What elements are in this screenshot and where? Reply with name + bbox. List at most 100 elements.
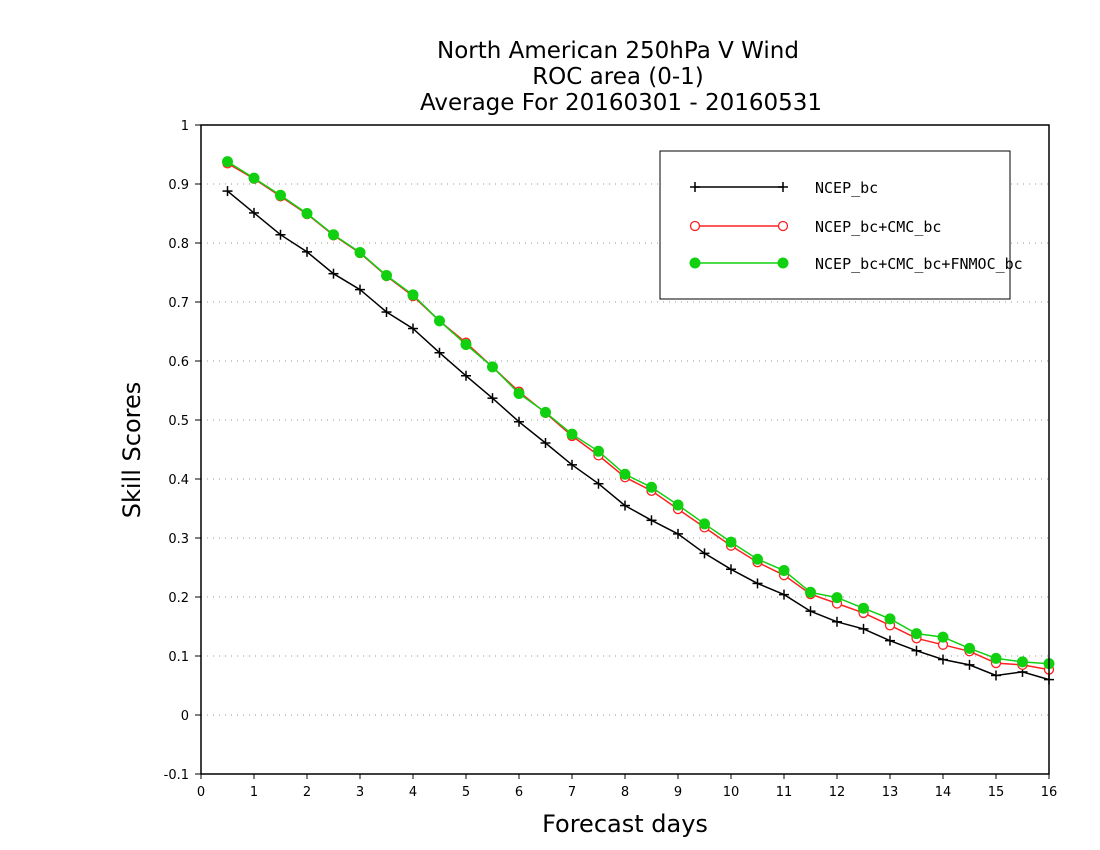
data-point-ncep-bc-cmc-bc-fnmoc-bc: [858, 602, 869, 614]
x-tick-label: 14: [935, 785, 952, 800]
series-line-ncep-bc: [227, 190, 1050, 681]
data-point-ncep-bc-cmc-bc-fnmoc-bc: [646, 481, 657, 493]
data-point-ncep-bc-cmc-bc-fnmoc-bc: [1017, 656, 1028, 668]
legend-swatch-ncep-bc: [690, 182, 788, 192]
data-point-ncep-bc-cmc-bc-fnmoc-bc: [487, 361, 498, 373]
data-point-ncep-bc: [381, 307, 392, 318]
data-point-ncep-bc-cmc-bc-fnmoc-bc: [301, 208, 313, 219]
legend-label-ncep-bc-cmc-bc-fnmoc-bc: NCEP_bc+CMC_bc+FNMOC_bc: [815, 255, 1023, 273]
data-point-ncep-bc: [646, 515, 657, 526]
data-point-ncep-bc: [514, 416, 524, 427]
data-point-ncep-bc: [249, 207, 259, 218]
data-point-ncep-bc: [752, 578, 763, 589]
data-point-ncep-bc: [302, 246, 312, 257]
y-tick-label: 0.7: [168, 296, 189, 311]
legend-item-ncep-bc-cmc-bc: NCEP_bc+CMC_bc: [815, 218, 941, 236]
data-point-ncep-bc: [858, 623, 869, 634]
data-point-ncep-bc: [593, 478, 604, 489]
x-tick-label: 2: [303, 785, 311, 800]
data-point-ncep-bc: [222, 186, 233, 197]
data-point-ncep-bc-cmc-bc-fnmoc-bc: [381, 269, 392, 281]
data-point-ncep-bc-cmc-bc-fnmoc-bc: [460, 338, 472, 350]
data-point-ncep-bc-cmc-bc-fnmoc-bc: [937, 631, 949, 643]
legend-marker: [690, 182, 700, 192]
y-tick-label: 0.1: [168, 650, 189, 665]
y-tick-label: 0.5: [168, 414, 189, 429]
y-tick-label: 0.2: [168, 591, 189, 606]
data-point-ncep-bc: [328, 268, 339, 279]
data-point-ncep-bc-cmc-bc-fnmoc-bc: [434, 315, 445, 327]
x-tick-label: 6: [515, 785, 523, 800]
data-point-ncep-bc-cmc-bc-fnmoc-bc: [407, 289, 419, 301]
data-point-ncep-bc: [540, 438, 551, 449]
data-point-ncep-bc-cmc-bc-fnmoc-bc: [990, 652, 1002, 664]
data-point-ncep-bc: [673, 528, 683, 539]
data-point-ncep-bc-cmc-bc-fnmoc-bc: [884, 613, 896, 625]
legend-swatch-ncep-bc-cmc-bc: [689, 220, 789, 232]
x-axis-ticks: 0 1 2 3 4 5 6 7 8 9 10 11 12 13 14 15 16: [197, 774, 1057, 800]
y-tick-label: 0.6: [168, 355, 189, 370]
legend-marker: [778, 182, 788, 192]
chart-title: North American 250hPa V Wind ROC area (0…: [420, 38, 822, 116]
data-point-ncep-bc-cmc-bc-fnmoc-bc: [725, 536, 737, 548]
x-tick-label: 16: [1041, 785, 1058, 800]
y-tick-label: 1: [181, 119, 189, 134]
x-tick-label: 13: [882, 785, 899, 800]
plot-frame: [200, 124, 1050, 775]
x-tick-label: 4: [409, 785, 417, 800]
legend-box: [659, 150, 1011, 300]
y-axis-ticks: -0.1 0 0.1 0.2 0.3 0.4 0.5 0.6 0.7 0.8 0.9 1: [164, 119, 201, 783]
x-axis-label: Forecast days: [542, 810, 708, 838]
x-tick-label: 10: [723, 785, 740, 800]
data-point-ncep-bc-cmc-bc-fnmoc-bc: [911, 628, 922, 640]
data-point-ncep-bc-cmc-bc-fnmoc-bc: [964, 642, 975, 654]
data-point-ncep-bc-cmc-bc-fnmoc-bc: [275, 189, 286, 201]
y-tick-label: 0.4: [168, 473, 189, 488]
data-point-ncep-bc: [779, 589, 789, 600]
y-tick-label: 0.9: [168, 178, 189, 193]
data-point-ncep-bc-cmc-bc-fnmoc-bc: [354, 246, 366, 258]
legend-swatch-ncep-bc-cmc-bc-fnmoc-bc: [689, 257, 789, 269]
data-point-ncep-bc-cmc-bc-fnmoc-bc: [672, 499, 684, 511]
data-point-ncep-bc: [434, 347, 445, 358]
data-point-ncep-bc: [991, 670, 1001, 681]
y-axis-label: Skill Scores: [118, 382, 146, 519]
legend: NCEP_bc NCEP_bc+CMC_bc NCEP_bc+CMC_bc+FN…: [659, 150, 1023, 300]
data-point-ncep-bc-cmc-bc-fnmoc-bc: [222, 156, 233, 168]
data-point-ncep-bc: [885, 635, 895, 646]
data-point-ncep-bc: [699, 548, 710, 559]
x-tick-label: 1: [250, 785, 258, 800]
data-point-ncep-bc: [832, 616, 842, 627]
legend-item-ncep-bc-cmc-bc-fnmoc-bc: NCEP_bc+CMC_bc+FNMOC_bc: [815, 255, 1023, 273]
chart-title-line-2: ROC area (0-1): [532, 64, 704, 90]
y-tick-label: 0: [181, 709, 189, 724]
data-point-ncep-bc-cmc-bc-fnmoc-bc: [805, 586, 816, 598]
x-tick-label: 5: [462, 785, 470, 800]
data-point-ncep-bc: [461, 370, 471, 381]
data-point-ncep-bc: [355, 284, 365, 295]
x-tick-label: 15: [988, 785, 1005, 800]
legend-marker: [777, 257, 789, 269]
data-point-ncep-bc: [805, 606, 816, 617]
data-point-ncep-bc-cmc-bc-fnmoc-bc: [752, 553, 763, 565]
x-tick-label: 9: [674, 785, 682, 800]
series-ncep-bc: [222, 186, 1054, 685]
legend-label-ncep-bc: NCEP_bc: [815, 179, 878, 197]
data-point-ncep-bc: [275, 229, 286, 240]
data-point-ncep-bc: [911, 645, 922, 656]
chart-title-line-1: North American 250hPa V Wind: [437, 38, 799, 64]
data-point-ncep-bc-cmc-bc-fnmoc-bc: [248, 172, 260, 184]
data-point-ncep-bc-cmc-bc-fnmoc-bc: [566, 428, 578, 440]
data-point-ncep-bc-cmc-bc-fnmoc-bc: [540, 406, 551, 418]
x-tick-label: 7: [568, 785, 576, 800]
legend-marker: [777, 220, 789, 232]
legend-marker: [689, 220, 701, 232]
y-tick-label: 0.8: [168, 237, 189, 252]
data-point-ncep-bc-cmc-bc-fnmoc-bc: [699, 518, 710, 530]
x-tick-label: 3: [356, 785, 364, 800]
data-point-ncep-bc: [408, 323, 418, 334]
data-point-ncep-bc-cmc-bc-fnmoc-bc: [328, 229, 339, 241]
x-tick-label: 8: [621, 785, 629, 800]
data-point-ncep-bc: [620, 500, 630, 511]
